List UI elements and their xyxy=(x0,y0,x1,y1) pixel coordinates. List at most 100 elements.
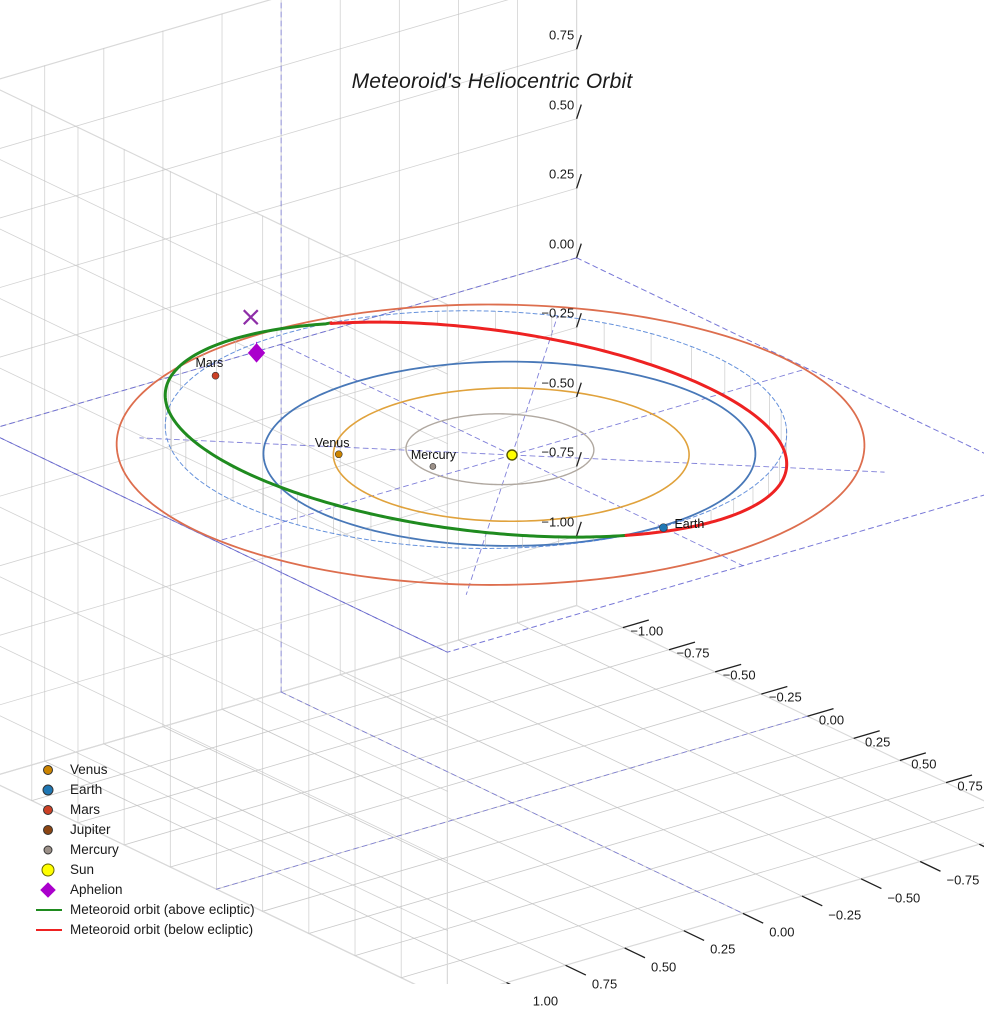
orbit-mars xyxy=(115,303,866,586)
legend-item[interactable]: Meteoroid orbit (below ecliptic) xyxy=(36,920,336,940)
legend-marker-line xyxy=(36,920,70,940)
legend-item-label: Meteoroid orbit (above ecliptic) xyxy=(70,902,255,917)
x-tick xyxy=(899,752,927,762)
ecliptic-guide-bottom xyxy=(216,715,808,890)
y-tick xyxy=(565,964,587,976)
legend-item[interactable]: Earth xyxy=(36,780,336,800)
x-tick xyxy=(714,663,742,673)
ecliptic-spoke xyxy=(280,343,513,456)
y-tick-label: 1.00 xyxy=(532,993,559,1009)
y-tick xyxy=(860,878,882,890)
perihelion-cross-marker[interactable] xyxy=(242,309,259,325)
legend-circle-marker xyxy=(43,805,53,815)
legend: Venus Earth Mars Jupiter Mercury Sun Aphelion M… xyxy=(36,760,336,940)
grid-left-z xyxy=(0,187,578,358)
ecliptic-spoke xyxy=(511,454,744,567)
ecliptic-spoke xyxy=(216,454,513,542)
y-tick-label: −0.25 xyxy=(828,907,862,923)
z-tick xyxy=(576,452,582,467)
body-marker-mars[interactable] xyxy=(211,371,220,380)
z-tick-label: −0.75 xyxy=(541,444,575,460)
legend-item[interactable]: Sun xyxy=(36,860,336,880)
x-tick-label: 0.00 xyxy=(818,712,845,728)
legend-item[interactable]: Aphelion xyxy=(36,880,336,900)
aphelion-marker[interactable] xyxy=(247,343,266,363)
x-tick-label: 0.50 xyxy=(911,756,937,772)
y-tick-label: −0.50 xyxy=(887,890,921,906)
orbit-3d-plot xyxy=(0,0,984,984)
y-tick xyxy=(919,860,941,872)
pane-left-edge xyxy=(0,0,578,775)
orbit-mercury xyxy=(405,413,595,486)
x-tick-label: 0.25 xyxy=(865,734,891,750)
z-tick-label: −0.50 xyxy=(541,375,575,391)
z-tick xyxy=(576,104,582,119)
body-marker-earth[interactable] xyxy=(659,523,668,532)
ecliptic-plane-outline xyxy=(0,257,984,653)
legend-marker-circle xyxy=(36,800,70,820)
y-tick xyxy=(683,930,705,942)
x-tick-label: −0.25 xyxy=(768,689,802,705)
legend-marker-circle xyxy=(36,860,70,880)
body-label-mercury: Mercury xyxy=(410,448,457,463)
page-title: Meteoroid's Heliocentric Orbit xyxy=(351,70,633,93)
legend-marker-line xyxy=(36,900,70,920)
legend-item[interactable]: Mars xyxy=(36,800,336,820)
legend-item-label: Mars xyxy=(70,802,100,817)
legend-item-label: Aphelion xyxy=(70,882,123,897)
grid-left-z xyxy=(0,466,578,636)
grid-bottom-x xyxy=(308,760,901,934)
x-tick-label: −0.50 xyxy=(722,667,756,683)
z-tick-label: −0.25 xyxy=(541,305,575,321)
legend-item-label: Earth xyxy=(70,782,103,797)
orbit-venus xyxy=(332,387,690,523)
legend-item[interactable]: Jupiter xyxy=(36,820,336,840)
legend-item[interactable]: Meteoroid orbit (above ecliptic) xyxy=(36,900,336,920)
grid-left-z xyxy=(0,257,578,427)
body-label-mars: Mars xyxy=(195,355,224,370)
z-tick-label: 0.25 xyxy=(548,166,575,182)
body-label-earth: Earth xyxy=(674,516,705,531)
body-marker-sun[interactable] xyxy=(506,449,518,461)
legend-marker-circle xyxy=(36,820,70,840)
legend-circle-marker xyxy=(41,863,55,877)
body-marker-venus[interactable] xyxy=(334,450,343,459)
z-tick-label: 0.75 xyxy=(548,27,575,43)
grid-back-z xyxy=(0,367,448,584)
ecliptic-guide-back xyxy=(0,437,448,653)
legend-item-label: Venus xyxy=(70,762,108,777)
x-tick-label: −1.00 xyxy=(630,623,664,639)
z-tick xyxy=(576,312,582,328)
meteoroid-orbit-above-ecliptic xyxy=(163,321,628,539)
legend-marker-circle xyxy=(36,760,70,780)
legend-item[interactable]: Mercury xyxy=(36,840,336,860)
grid-back-z xyxy=(0,506,448,723)
body-marker-mercury[interactable] xyxy=(429,463,437,470)
legend-line-marker xyxy=(36,909,62,911)
y-tick xyxy=(624,947,646,959)
grid-bottom-y xyxy=(103,743,566,966)
x-tick-label: 0.75 xyxy=(957,778,983,794)
legend-item[interactable]: Venus xyxy=(36,760,336,780)
grid-left-z xyxy=(0,118,578,288)
x-tick xyxy=(668,641,696,651)
y-tick-label: 0.75 xyxy=(591,976,618,992)
orbit-earth xyxy=(262,360,757,547)
z-tick-label: −1.00 xyxy=(541,514,575,530)
y-tick-label: 0.50 xyxy=(650,959,677,975)
z-tick-label: 0.00 xyxy=(548,236,575,252)
grid-left-z xyxy=(0,48,578,219)
grid-back-z xyxy=(0,228,448,444)
y-tick xyxy=(978,843,984,848)
z-tick xyxy=(576,521,582,537)
legend-diamond-marker xyxy=(40,882,56,898)
z-tick xyxy=(576,243,582,259)
grid-bottom-y xyxy=(162,726,626,949)
legend-item-label: Sun xyxy=(70,862,95,877)
legend-item-label: Mercury xyxy=(70,842,119,857)
y-tick xyxy=(801,895,823,907)
ecliptic-spoke xyxy=(465,454,513,595)
z-tick xyxy=(576,173,582,189)
legend-line-marker xyxy=(36,929,62,931)
